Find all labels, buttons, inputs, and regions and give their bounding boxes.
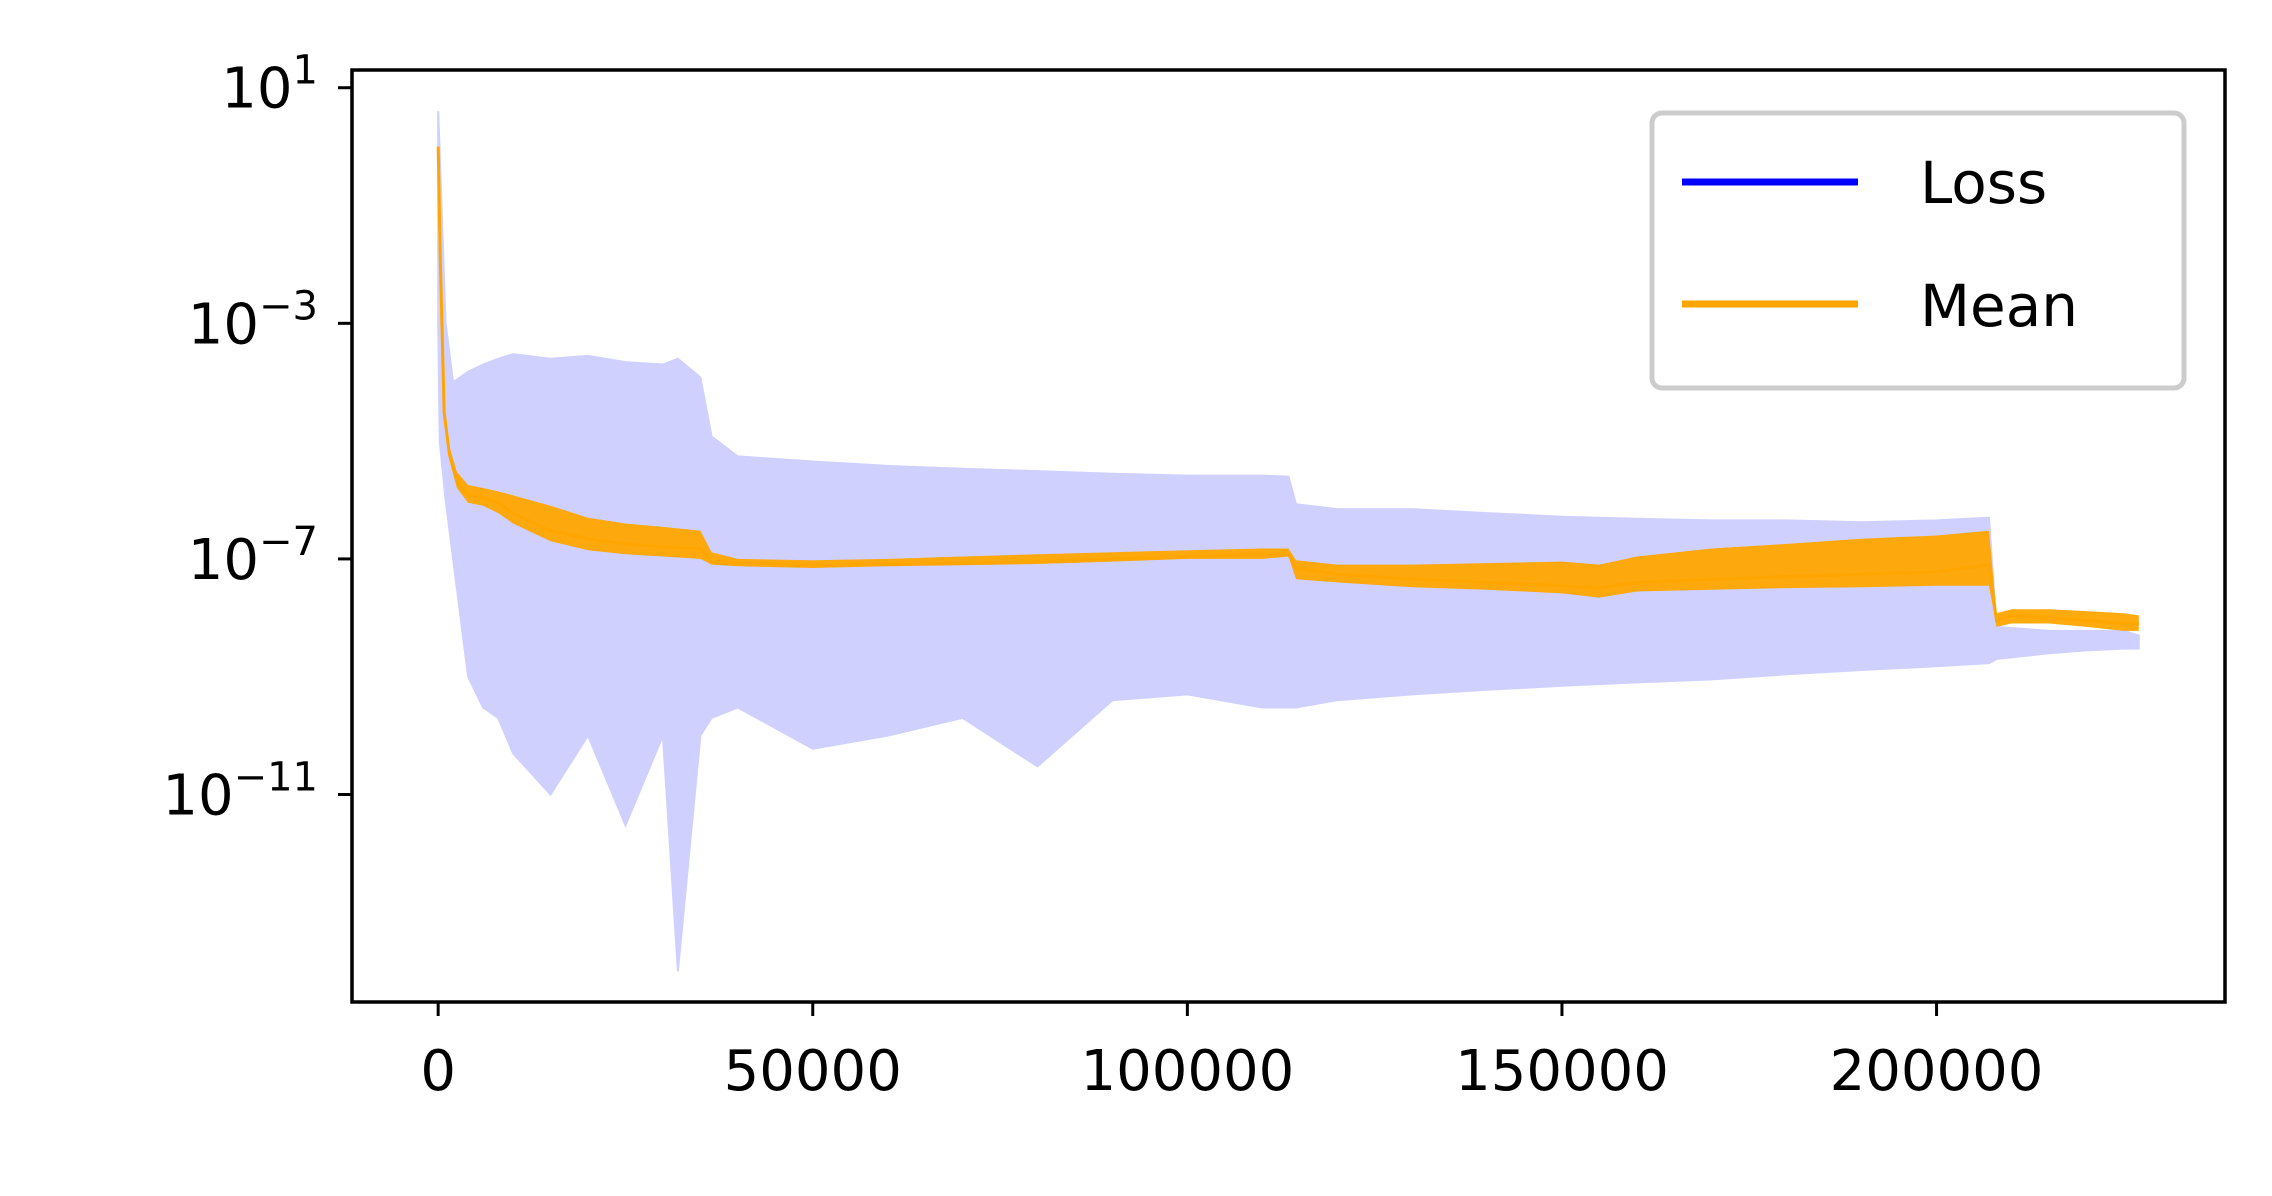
- legend-mean-label: Mean: [1920, 272, 2078, 340]
- axes: 0 50000 100000 150000 200000 101 10−3 10−7 10−11: [162, 48, 2043, 1104]
- y-tick-label: 101: [221, 48, 318, 122]
- legend-box: [1649, 110, 2187, 391]
- series-mean-band: [438, 146, 2139, 631]
- plot-area: [436, 111, 2140, 972]
- x-tick-label: 100000: [1080, 1039, 1294, 1104]
- x-tick-label: 50000: [724, 1039, 902, 1104]
- y-tick-label: 10−3: [188, 283, 318, 357]
- series-loss-band: [437, 111, 2140, 972]
- x-tick-label: 0: [420, 1039, 456, 1104]
- x-tick-label: 150000: [1455, 1039, 1669, 1104]
- x-tick-label: 200000: [1830, 1039, 2044, 1104]
- y-tick-label: 10−11: [162, 755, 318, 829]
- legend-loss-label: Loss: [1920, 149, 2047, 217]
- series-mean-line: [436, 146, 2139, 625]
- y-tick-label: 10−7: [188, 519, 318, 593]
- axes-frame: [350, 68, 2227, 1004]
- legend: Loss Mean: [1649, 110, 2187, 391]
